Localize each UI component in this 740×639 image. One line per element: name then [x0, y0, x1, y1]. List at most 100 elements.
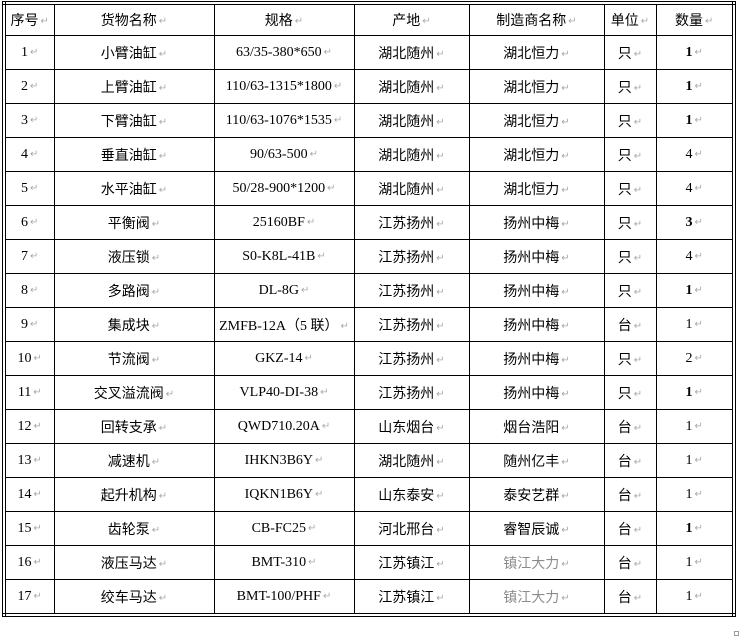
cell-no[interactable]: 8 ↵ — [3, 273, 55, 308]
cell-no[interactable]: 16 ↵ — [3, 545, 55, 580]
cell-name[interactable]: 绞车马达 ↵ — [53, 579, 215, 616]
cell-unit[interactable]: 只 ↵ — [603, 375, 657, 410]
cell-qty[interactable]: 1 ↵ — [655, 307, 735, 342]
cell-name[interactable]: 起升机构 ↵ — [53, 477, 215, 512]
cell-no[interactable]: 4 ↵ — [3, 137, 55, 172]
cell-maker[interactable]: 烟台浩阳 ↵ — [468, 409, 605, 444]
cell-maker[interactable]: 扬州中梅 ↵ — [468, 239, 605, 274]
cell-maker[interactable]: 湖北恒力 ↵ — [468, 35, 605, 70]
cell-origin[interactable]: 江苏镇江 ↵ — [353, 545, 470, 580]
cell-unit[interactable]: 只 ↵ — [603, 137, 657, 172]
cell-unit[interactable]: 只 ↵ — [603, 205, 657, 240]
cell-spec[interactable]: CB-FC25 ↵ — [213, 511, 355, 546]
cell-maker[interactable]: 扬州中梅 ↵ — [468, 307, 605, 342]
cell-maker[interactable]: 镇江大力 ↵ — [468, 579, 605, 616]
cell-unit[interactable]: 台 ↵ — [603, 307, 657, 342]
cell-name[interactable]: 多路阀 ↵ — [53, 273, 215, 308]
cell-origin[interactable]: 江苏扬州 ↵ — [353, 239, 470, 274]
cell-no[interactable]: 5 ↵ — [3, 171, 55, 206]
cell-no[interactable]: 13 ↵ — [3, 443, 55, 478]
cell-qty[interactable]: 1 ↵ — [655, 69, 735, 104]
header-unit[interactable]: 单位 ↵ — [603, 2, 657, 36]
cell-unit[interactable]: 只 ↵ — [603, 35, 657, 70]
cell-spec[interactable]: 63/35-380*650 ↵ — [213, 35, 355, 70]
cell-name[interactable]: 回转支承 ↵ — [53, 409, 215, 444]
cell-origin[interactable]: 湖北随州 ↵ — [353, 171, 470, 206]
cell-origin[interactable]: 湖北随州 ↵ — [353, 35, 470, 70]
cell-name[interactable]: 小臂油缸 ↵ — [53, 35, 215, 70]
cell-name[interactable]: 垂直油缸 ↵ — [53, 137, 215, 172]
header-name[interactable]: 货物名称 ↵ — [53, 2, 215, 36]
cell-spec[interactable]: QWD710.20A ↵ — [213, 409, 355, 444]
cell-name[interactable]: 上臂油缸 ↵ — [53, 69, 215, 104]
cell-maker[interactable]: 睿智辰诚 ↵ — [468, 511, 605, 546]
cell-no[interactable]: 2 ↵ — [3, 69, 55, 104]
cell-maker[interactable]: 随州亿丰 ↵ — [468, 443, 605, 478]
cell-name[interactable]: 交叉溢流阀 ↵ — [53, 375, 215, 410]
cell-no[interactable]: 11 ↵ — [3, 375, 55, 410]
cell-name[interactable]: 液压马达 ↵ — [53, 545, 215, 580]
cell-qty[interactable]: 4 ↵ — [655, 171, 735, 206]
cell-no[interactable]: 10 ↵ — [3, 341, 55, 376]
cell-qty[interactable]: 4 ↵ — [655, 239, 735, 274]
cell-spec[interactable]: 90/63-500 ↵ — [213, 137, 355, 172]
cell-origin[interactable]: 湖北随州 ↵ — [353, 103, 470, 138]
cell-unit[interactable]: 只 ↵ — [603, 273, 657, 308]
cell-origin[interactable]: 江苏扬州 ↵ — [353, 341, 470, 376]
cell-spec[interactable]: 110/63-1076*1535 ↵ — [213, 103, 355, 138]
cell-name[interactable]: 节流阀 ↵ — [53, 341, 215, 376]
cell-unit[interactable]: 台 ↵ — [603, 579, 657, 616]
cell-spec[interactable]: 50/28-900*1200 ↵ — [213, 171, 355, 206]
cell-maker[interactable]: 扬州中梅 ↵ — [468, 375, 605, 410]
cell-no[interactable]: 7 ↵ — [3, 239, 55, 274]
cell-spec[interactable]: BMT-100/PHF ↵ — [213, 579, 355, 616]
cell-spec[interactable]: DL-8G ↵ — [213, 273, 355, 308]
cell-no[interactable]: 14 ↵ — [3, 477, 55, 512]
cell-no[interactable]: 6 ↵ — [3, 205, 55, 240]
table-resize-handle[interactable] — [734, 631, 739, 636]
cell-maker[interactable]: 湖北恒力 ↵ — [468, 103, 605, 138]
cell-name[interactable]: 下臂油缸 ↵ — [53, 103, 215, 138]
cell-spec[interactable]: ZMFB-12A（5 联） ↵ — [213, 307, 355, 342]
cell-name[interactable]: 液压锁 ↵ — [53, 239, 215, 274]
cell-origin[interactable]: 江苏扬州 ↵ — [353, 307, 470, 342]
cell-name[interactable]: 齿轮泵 ↵ — [53, 511, 215, 546]
cell-unit[interactable]: 台 ↵ — [603, 545, 657, 580]
cell-no[interactable]: 1 ↵ — [3, 35, 55, 70]
cell-spec[interactable]: VLP40-DI-38 ↵ — [213, 375, 355, 410]
cell-name[interactable]: 水平油缸 ↵ — [53, 171, 215, 206]
cell-unit[interactable]: 台 ↵ — [603, 511, 657, 546]
cell-no[interactable]: 12 ↵ — [3, 409, 55, 444]
cell-qty[interactable]: 3 ↵ — [655, 205, 735, 240]
header-spec[interactable]: 规格 ↵ — [213, 2, 355, 36]
cell-spec[interactable]: GKZ-14 ↵ — [213, 341, 355, 376]
cell-origin[interactable]: 山东泰安 ↵ — [353, 477, 470, 512]
cell-name[interactable]: 平衡阀 ↵ — [53, 205, 215, 240]
cell-unit[interactable]: 只 ↵ — [603, 341, 657, 376]
cell-qty[interactable]: 4 ↵ — [655, 137, 735, 172]
cell-qty[interactable]: 1 ↵ — [655, 35, 735, 70]
header-no[interactable]: 序号 ↵ — [3, 2, 55, 36]
cell-no[interactable]: 15 ↵ — [3, 511, 55, 546]
cell-origin[interactable]: 山东烟台 ↵ — [353, 409, 470, 444]
cell-unit[interactable]: 台 ↵ — [603, 409, 657, 444]
cell-unit[interactable]: 只 ↵ — [603, 239, 657, 274]
cell-qty[interactable]: 1 ↵ — [655, 511, 735, 546]
cell-maker[interactable]: 扬州中梅 ↵ — [468, 273, 605, 308]
cell-spec[interactable]: IQKN1B6Y ↵ — [213, 477, 355, 512]
cell-origin[interactable]: 湖北随州 ↵ — [353, 443, 470, 478]
cell-origin[interactable]: 河北邢台 ↵ — [353, 511, 470, 546]
cell-origin[interactable]: 湖北随州 ↵ — [353, 137, 470, 172]
cell-origin[interactable]: 江苏扬州 ↵ — [353, 375, 470, 410]
cell-unit[interactable]: 只 ↵ — [603, 171, 657, 206]
cell-no[interactable]: 3 ↵ — [3, 103, 55, 138]
cell-maker[interactable]: 镇江大力 ↵ — [468, 545, 605, 580]
cell-maker[interactable]: 扬州中梅 ↵ — [468, 205, 605, 240]
cell-no[interactable]: 9 ↵ — [3, 307, 55, 342]
header-origin[interactable]: 产地 ↵ — [353, 2, 470, 36]
cell-spec[interactable]: BMT-310 ↵ — [213, 545, 355, 580]
cell-no[interactable]: 17 ↵ — [3, 579, 55, 616]
cell-spec[interactable]: IHKN3B6Y ↵ — [213, 443, 355, 478]
cell-origin[interactable]: 江苏扬州 ↵ — [353, 273, 470, 308]
cell-unit[interactable]: 台 ↵ — [603, 443, 657, 478]
